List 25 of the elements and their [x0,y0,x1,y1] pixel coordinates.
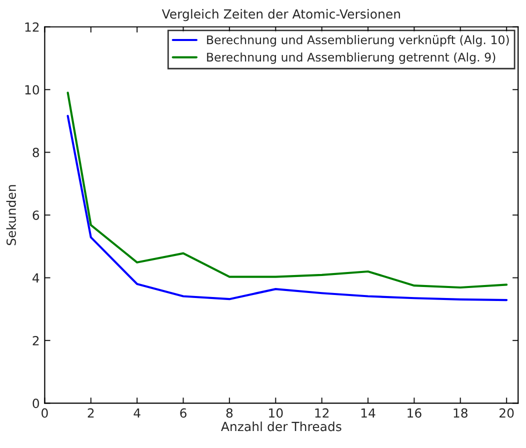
x-tick-label: 8 [226,408,233,418]
x-tick-label: 16 [408,408,422,418]
x-tick-label: 12 [315,408,329,418]
legend-label: Berechnung und Assemblierung verknüpft (Alg. 10) [207,35,509,47]
y-axis-title: Sekunden [6,185,16,246]
x-axis-title: Anzahl der Threads [221,422,342,432]
x-tick-label: 10 [269,408,283,418]
x-tick-label: 14 [361,408,376,418]
legend-label: Berechnung und Assemblierung getrennt (Alg. 9) [207,52,496,64]
x-tick-label: 6 [180,408,186,418]
x-tick-label: 20 [500,408,514,418]
x-tick-label: 2 [88,408,94,418]
y-tick-label: 8 [32,148,39,158]
y-tick-label: 4 [32,273,40,283]
y-tick-label: 0 [32,398,40,408]
x-tick-label: 18 [454,408,468,418]
chart-title: Vergleich Zeiten der Atomic-Versionen [162,9,400,22]
y-tick-label: 12 [25,22,39,32]
line-series [66,92,508,289]
y-tick-label: 10 [25,85,40,95]
x-tick-label: 0 [42,408,48,418]
y-tick-label: 2 [32,336,39,346]
y-tick-label: 6 [32,210,40,220]
line-series [66,114,508,302]
x-tick-label: 4 [134,408,140,418]
